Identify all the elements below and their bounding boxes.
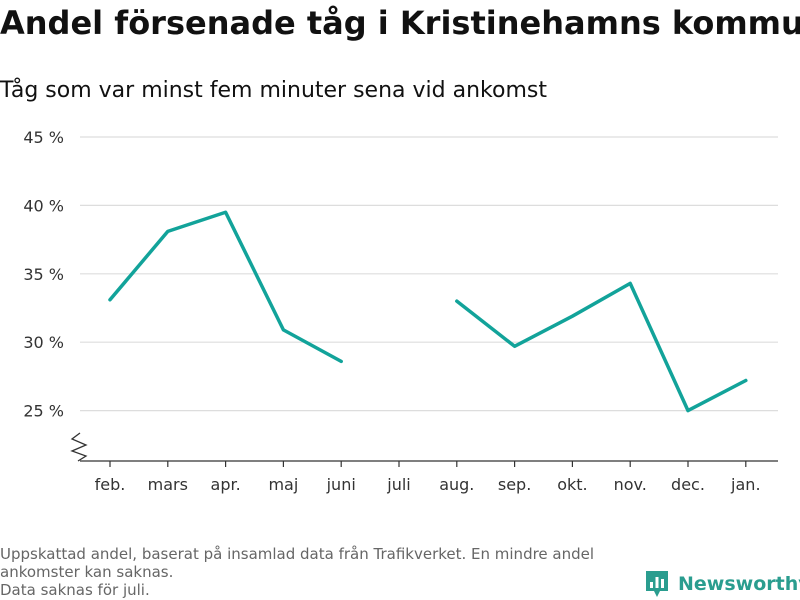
y-axis-ticks: 25 % 30 % 35 % 40 % 45 % [23,128,64,421]
x-tick-label: jan. [730,475,760,494]
x-axis [70,432,778,462]
y-tick-label: 35 % [23,265,64,284]
x-tick-label: mars [148,475,188,494]
axis-break-marker [70,432,88,462]
grid-lines [80,136,778,412]
series-lines [108,210,748,413]
x-tick-label: apr. [211,475,241,494]
bar-chart-logo-icon [646,571,668,597]
footnote-line: Data saknas för juli. [0,581,150,599]
line-chart: 25 % 30 % 35 % 40 % 45 % feb. mars apr. maj juni… [23,128,778,494]
x-tick-label: dec. [671,475,705,494]
y-tick-label: 25 % [23,402,64,421]
y-tick-label: 45 % [23,128,64,147]
chart-subtitle: Tåg som var minst fem minuter sena vid a… [0,78,547,103]
logo-text: Newsworthy [678,573,800,595]
x-tick-label: aug. [439,475,474,494]
x-axis-ticks: feb. mars apr. maj juni juli aug. sep. okt. nov. d… [95,461,761,494]
x-tick-label: nov. [614,475,647,494]
x-tick-label: sep. [498,475,531,494]
footnote-line: Uppskattad andel, baserat på insamlad da… [0,545,595,563]
footnote: Uppskattad andel, baserat på insamlad da… [0,545,640,599]
y-tick-label: 40 % [23,196,64,215]
x-tick-label: juli [386,475,410,494]
footnote-line: ankomster kan saknas. [0,563,174,581]
y-tick-label: 30 % [23,333,64,352]
newsworthy-logo: Newsworthy [644,569,800,599]
series-line-segment [108,210,343,364]
x-tick-label: maj [268,475,298,494]
chart-title: Andel försenade tåg i Kristinehamns komm… [0,4,800,42]
x-tick-label: juni [326,475,356,494]
series-line-segment [455,281,748,413]
x-tick-label: feb. [95,475,126,494]
x-tick-label: okt. [557,475,587,494]
